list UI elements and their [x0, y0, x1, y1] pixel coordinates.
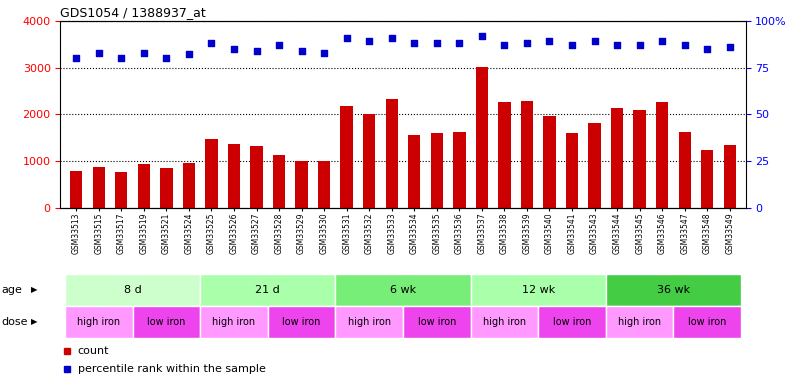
Bar [183, 163, 195, 208]
Bar [228, 144, 240, 208]
Bar [318, 161, 330, 208]
Point [543, 38, 556, 44]
Bar [268, 306, 335, 338]
Point [363, 38, 376, 44]
Point [588, 38, 601, 44]
Bar [93, 167, 105, 208]
Text: low iron: low iron [688, 316, 726, 327]
Bar [606, 306, 674, 338]
Bar [65, 274, 200, 306]
Text: low iron: low iron [418, 316, 456, 327]
Bar [543, 116, 555, 208]
Bar [273, 155, 285, 208]
Bar [200, 274, 335, 306]
Point [272, 42, 285, 48]
Point [205, 40, 218, 46]
Point [498, 42, 511, 48]
Text: age: age [2, 285, 23, 295]
Bar [566, 133, 578, 208]
Point [160, 55, 172, 61]
Bar [606, 274, 741, 306]
Bar [65, 306, 132, 338]
Bar [138, 164, 150, 208]
Point [227, 46, 240, 52]
Text: count: count [77, 346, 109, 355]
Bar [340, 106, 353, 208]
Point [634, 42, 646, 48]
Point [250, 48, 263, 54]
Point [408, 40, 421, 46]
Text: 6 wk: 6 wk [390, 285, 416, 295]
Point [679, 42, 692, 48]
Bar [701, 150, 713, 208]
Point [137, 50, 150, 55]
Bar [538, 306, 606, 338]
Bar [430, 133, 443, 208]
Text: 12 wk: 12 wk [521, 285, 555, 295]
Point [700, 46, 713, 52]
Point [295, 48, 308, 54]
Bar [656, 102, 668, 208]
Point [340, 34, 353, 40]
Point [93, 50, 106, 55]
Text: high iron: high iron [77, 316, 120, 327]
Bar [200, 306, 268, 338]
Text: low iron: low iron [147, 316, 185, 327]
Text: low iron: low iron [553, 316, 592, 327]
Text: 8 d: 8 d [123, 285, 141, 295]
Text: dose: dose [2, 316, 28, 327]
Bar [295, 161, 308, 208]
Bar [132, 306, 200, 338]
Point [182, 51, 195, 57]
Bar [634, 110, 646, 208]
Text: GDS1054 / 1388937_at: GDS1054 / 1388937_at [60, 6, 206, 20]
Text: high iron: high iron [213, 316, 256, 327]
Text: low iron: low iron [282, 316, 321, 327]
Text: percentile rank within the sample: percentile rank within the sample [77, 364, 265, 374]
Text: 36 wk: 36 wk [657, 285, 690, 295]
Bar [471, 306, 538, 338]
Bar [679, 132, 691, 208]
Bar [363, 114, 376, 208]
Point [656, 38, 669, 44]
Point [453, 40, 466, 46]
Text: 21 d: 21 d [256, 285, 280, 295]
Bar [385, 99, 398, 208]
Bar [408, 135, 421, 208]
Point [476, 33, 488, 39]
Point [385, 34, 398, 40]
Bar [160, 168, 172, 208]
Bar [251, 146, 263, 208]
Bar [115, 172, 127, 208]
Bar [403, 306, 471, 338]
Point [566, 42, 579, 48]
Point [114, 55, 127, 61]
Text: ▶: ▶ [31, 317, 37, 326]
Bar [611, 108, 623, 208]
Bar [498, 102, 511, 208]
Text: high iron: high iron [483, 316, 526, 327]
Point [430, 40, 443, 46]
Point [318, 50, 330, 55]
Point [521, 40, 534, 46]
Text: high iron: high iron [618, 316, 661, 327]
Bar [453, 132, 466, 208]
Bar [335, 306, 403, 338]
Text: high iron: high iron [347, 316, 391, 327]
Bar [521, 101, 533, 208]
Bar [476, 67, 488, 208]
Point [70, 55, 83, 61]
Bar [724, 146, 736, 208]
Bar [70, 171, 82, 208]
Bar [674, 306, 741, 338]
Bar [335, 274, 471, 306]
Point [723, 44, 736, 50]
Text: ▶: ▶ [31, 285, 37, 294]
Bar [471, 274, 606, 306]
Point [611, 42, 624, 48]
Bar [588, 123, 600, 208]
Bar [206, 139, 218, 208]
